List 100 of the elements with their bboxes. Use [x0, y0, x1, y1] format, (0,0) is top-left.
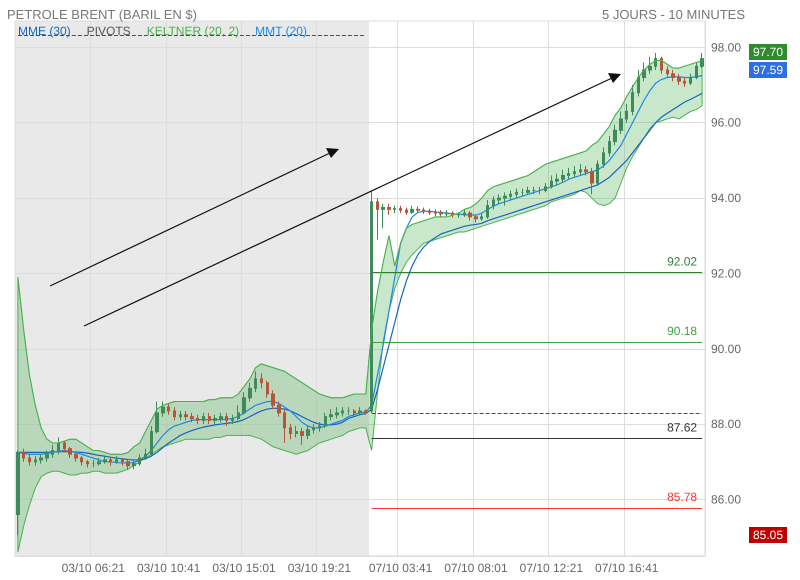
- y-tick-label: 88.00: [711, 417, 742, 432]
- chart-subtitle: 5 JOURS - 10 MINUTES: [602, 7, 746, 22]
- candlestick: [196, 414, 199, 425]
- candlestick: [92, 459, 95, 468]
- candlestick: [86, 459, 89, 468]
- candlestick: [515, 188, 518, 199]
- candlestick: [613, 124, 617, 146]
- x-tick-label: 03/10 15:01: [212, 561, 276, 575]
- candlestick: [393, 205, 396, 214]
- candlestick: [526, 186, 530, 195]
- ref-line-label: 87.62: [667, 420, 698, 434]
- candlestick: [608, 135, 611, 158]
- candlestick: [480, 212, 483, 222]
- candlestick: [266, 380, 269, 398]
- candlestick: [666, 66, 669, 78]
- candlestick: [555, 173, 559, 186]
- candlestick: [190, 412, 194, 423]
- candlestick: [329, 408, 333, 421]
- ref-line-label: 92.02: [667, 254, 698, 269]
- y-tick-label: 96.00: [711, 116, 742, 130]
- candlestick: [34, 456, 37, 466]
- candlestick: [289, 424, 292, 440]
- candlestick: [602, 146, 605, 168]
- candlestick: [237, 404, 240, 421]
- candlestick: [109, 458, 112, 466]
- candlestick: [590, 167, 594, 195]
- y-tick-label: 90.00: [711, 342, 742, 356]
- candlestick: [57, 436, 60, 455]
- text: 85.05: [749, 527, 788, 544]
- candlestick: [347, 406, 350, 416]
- candlestick: [683, 77, 686, 88]
- candlestick: [68, 446, 72, 459]
- x-tick-label: 07/10 03:41: [368, 561, 433, 575]
- candlestick: [277, 401, 281, 418]
- candlestick: [144, 448, 147, 460]
- candlestick: [445, 210, 449, 217]
- candlestick: [161, 401, 165, 418]
- candlestick: [596, 160, 599, 186]
- candlestick: [486, 199, 489, 220]
- candlestick: [579, 164, 582, 176]
- text: MME (30): [18, 24, 71, 38]
- candlestick: [619, 110, 623, 135]
- annotation: PIVOTS: [86, 24, 131, 38]
- y-tick-label: 98.00: [711, 40, 742, 54]
- y-tick-label: 92.00: [711, 266, 742, 280]
- text: 97.59: [749, 62, 788, 78]
- candlestick: [306, 426, 310, 440]
- candlestick: [97, 458, 101, 466]
- candlestick: [677, 73, 681, 86]
- candlestick: [399, 205, 402, 214]
- candlestick: [132, 459, 136, 470]
- candlestick: [121, 458, 124, 466]
- candlestick: [532, 186, 536, 195]
- candlestick: [115, 456, 118, 464]
- candlestick: [416, 206, 420, 214]
- candlestick: [654, 52, 657, 70]
- candlestick: [660, 56, 663, 74]
- candlestick: [300, 427, 304, 446]
- candlestick: [364, 408, 367, 416]
- candlestick: [689, 73, 692, 86]
- candlestick: [271, 390, 275, 410]
- candlestick: [700, 52, 704, 69]
- text: KELTNER (20, 2): [146, 24, 240, 38]
- candlestick: [283, 408, 286, 444]
- candlestick: [474, 214, 478, 224]
- candlestick: [74, 452, 78, 462]
- candlestick: [573, 166, 576, 178]
- candlestick: [341, 406, 344, 418]
- candlestick: [173, 406, 176, 421]
- candlestick: [631, 84, 634, 116]
- candlestick: [451, 210, 454, 218]
- candlestick: [150, 426, 153, 457]
- candlestick: [561, 169, 565, 184]
- candlestick: [422, 206, 425, 214]
- candlestick: [179, 410, 182, 421]
- candlestick: [648, 56, 652, 74]
- text: 97.70: [749, 44, 788, 60]
- candlestick: [39, 454, 43, 464]
- candlestick: [439, 210, 443, 218]
- candlestick: [80, 456, 83, 466]
- candlestick: [521, 188, 524, 197]
- candlestick: [208, 412, 211, 425]
- candlestick: [463, 208, 466, 218]
- candlestick: [538, 186, 541, 195]
- candlestick: [434, 208, 437, 217]
- candlestick: [376, 198, 379, 240]
- x-tick-label: 03/10 06:21: [62, 561, 126, 575]
- x-tick-label: 03/10 10:41: [136, 561, 201, 575]
- candlestick: [509, 190, 512, 200]
- candlestick: [405, 206, 408, 216]
- candlestick: [625, 103, 628, 124]
- candlestick: [63, 440, 66, 453]
- candlestick: [22, 448, 25, 462]
- candlestick: [295, 426, 298, 438]
- candlestick: [260, 372, 263, 389]
- candlestick: [16, 450, 20, 536]
- candlestick: [358, 406, 362, 416]
- ref-line-label: 85.78: [667, 490, 698, 504]
- x-tick-label: 07/10 12:21: [520, 561, 584, 575]
- candlestick: [126, 459, 130, 470]
